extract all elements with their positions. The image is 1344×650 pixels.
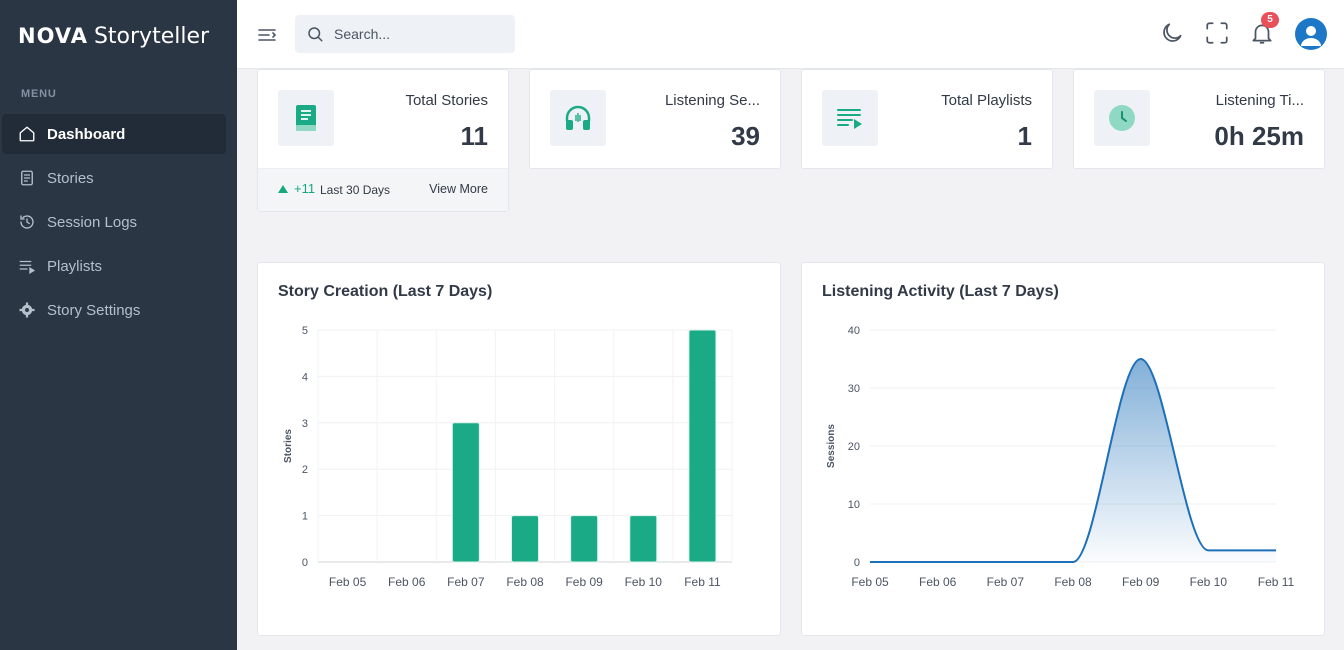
sidebar-item-session-logs[interactable]: Session Logs: [2, 202, 226, 242]
book-icon: [296, 105, 316, 131]
y-tick-label: 2: [302, 464, 308, 476]
sidebar-item-stories[interactable]: Stories: [2, 158, 226, 198]
search-icon: [308, 27, 323, 42]
x-tick-label: Feb 07: [987, 575, 1025, 589]
x-tick-label: Feb 06: [388, 575, 426, 589]
stat-icon-box: [278, 90, 334, 146]
bar: [570, 515, 599, 563]
moon-icon[interactable]: [1159, 20, 1185, 46]
sidebar-item-label: Session Logs: [47, 213, 138, 231]
topbar: 5: [237, 0, 1344, 69]
stat-card-listening-time: Listening Ti... 0h 25m: [1073, 69, 1325, 169]
trend-up-icon: [278, 184, 288, 193]
story-creation-chart-card: 0 1 2 3 4 5 Feb 05 Feb 06 Feb 07 Feb 08 Feb 09 Feb …: [257, 262, 781, 636]
x-tick-label: Feb 05: [851, 575, 889, 589]
trend-indicator: +11: [278, 181, 315, 196]
x-tick-label: Feb 05: [329, 575, 367, 589]
search-input[interactable]: [334, 26, 504, 42]
y-tick-label: 0: [302, 557, 308, 569]
stat-label: Total Stories: [405, 92, 488, 109]
y-tick-label: 3: [302, 418, 308, 430]
stat-card-total-stories: Total Stories 11 +11 Last 30 Days View M…: [257, 69, 509, 212]
book-icon: [21, 170, 33, 186]
x-tick-label: Feb 11: [684, 575, 721, 589]
y-tick-label: 1: [302, 511, 308, 523]
stat-icon-box: [1094, 90, 1150, 146]
playlist-play-icon: [837, 109, 862, 129]
user-icon: [1301, 26, 1321, 46]
clock-icon: [1109, 105, 1135, 131]
search-box: [295, 15, 515, 53]
bar: [688, 329, 717, 563]
x-tick-label: Feb 07: [447, 575, 485, 589]
stat-label: Listening Ti...: [1215, 92, 1304, 109]
bar: [451, 422, 480, 563]
stat-label: Total Playlists: [941, 92, 1032, 109]
series-line: [870, 357, 1276, 563]
view-more-link[interactable]: View More: [429, 182, 488, 196]
sidebar-item-label: Dashboard: [47, 125, 126, 143]
story-creation-chart: 0 1 2 3 4 5 Feb 05 Feb 06 Feb 07 Feb 08 Feb 09 Feb …: [283, 325, 733, 589]
chart-title: Story Creation (Last 7 Days): [278, 283, 493, 300]
stat-value: 0h 25m: [1214, 121, 1304, 151]
stat-label: Listening Se...: [664, 92, 760, 109]
trend-value: +11: [294, 181, 316, 196]
listening-activity-chart: 0 10 20 30 40 Feb 05 Feb 06 Feb 07 Feb 08 Feb 09 F…: [826, 325, 1295, 589]
sidebar-item-story-settings[interactable]: Story Settings: [2, 290, 226, 330]
bar: [629, 515, 658, 563]
headphones-icon: [565, 105, 591, 130]
y-tick-label: 20: [848, 441, 860, 453]
x-tick-label: Feb 08: [506, 575, 544, 589]
x-tick-label: Feb 10: [1190, 575, 1228, 589]
stat-icon-box: [550, 90, 606, 146]
menu-toggle-icon[interactable]: [256, 24, 278, 46]
brand-bold: NOVA: [18, 24, 88, 48]
x-tick-label: Feb 08: [1054, 575, 1092, 589]
area-fill: [870, 359, 1276, 562]
x-tick-label: Feb 09: [565, 575, 603, 589]
sidebar-item-playlists[interactable]: Playlists: [2, 246, 226, 286]
stat-icon-box: [822, 90, 878, 146]
history-icon: [20, 215, 34, 229]
stat-value: 39: [731, 121, 760, 151]
x-tick-label: Feb 11: [1258, 575, 1295, 589]
sidebar: NOVA Storyteller MENU Dashboard Stories S…: [0, 0, 237, 650]
sidebar-item-dashboard[interactable]: Dashboard: [2, 114, 226, 154]
bar: [511, 515, 539, 563]
sidebar-item-label: Story Settings: [47, 301, 141, 319]
trend-label: Last 30 Days: [320, 183, 391, 197]
x-tick-label: Feb 06: [919, 575, 957, 589]
y-tick-label: 0: [854, 557, 860, 569]
y-tick-label: 4: [302, 371, 308, 383]
stat-card-total-playlists: Total Playlists 1: [801, 69, 1053, 169]
sidebar-item-label: Playlists: [47, 257, 103, 275]
y-tick-label: 5: [302, 325, 308, 337]
x-tick-label: Feb 10: [625, 575, 663, 589]
sidebar-item-label: Stories: [47, 169, 94, 187]
home-icon: [19, 126, 35, 142]
stat-footer: +11 Last 30 Days View More: [258, 168, 508, 211]
sidebar-nav: Dashboard Stories Session Logs Playlists…: [0, 114, 237, 334]
gear-icon: [19, 302, 35, 318]
menu-title: MENU: [21, 88, 57, 100]
x-tick-label: Feb 09: [1122, 575, 1160, 589]
listening-activity-chart-card: 0 10 20 30 40 Feb 05 Feb 06 Feb 07 Feb 08 Feb 09 F…: [801, 262, 1325, 636]
y-axis-label: Sessions: [826, 424, 837, 468]
avatar[interactable]: [1295, 18, 1327, 50]
playlist-icon: [19, 260, 36, 274]
y-axis-label: Stories: [283, 429, 294, 463]
brand-logo[interactable]: NOVA Storyteller: [18, 22, 209, 50]
y-tick-label: 30: [848, 383, 860, 395]
brand-name: Storyteller: [93, 24, 210, 49]
stat-value: 1: [1017, 121, 1032, 151]
notification-badge: 5: [1261, 12, 1279, 28]
fullscreen-icon[interactable]: [1204, 20, 1230, 46]
chart-title: Listening Activity (Last 7 Days): [822, 283, 1059, 300]
stat-card-listening-sessions: Listening Se... 39: [529, 69, 781, 169]
y-tick-label: 10: [848, 499, 860, 511]
stat-value: 11: [460, 121, 489, 151]
y-tick-label: 40: [848, 325, 860, 337]
